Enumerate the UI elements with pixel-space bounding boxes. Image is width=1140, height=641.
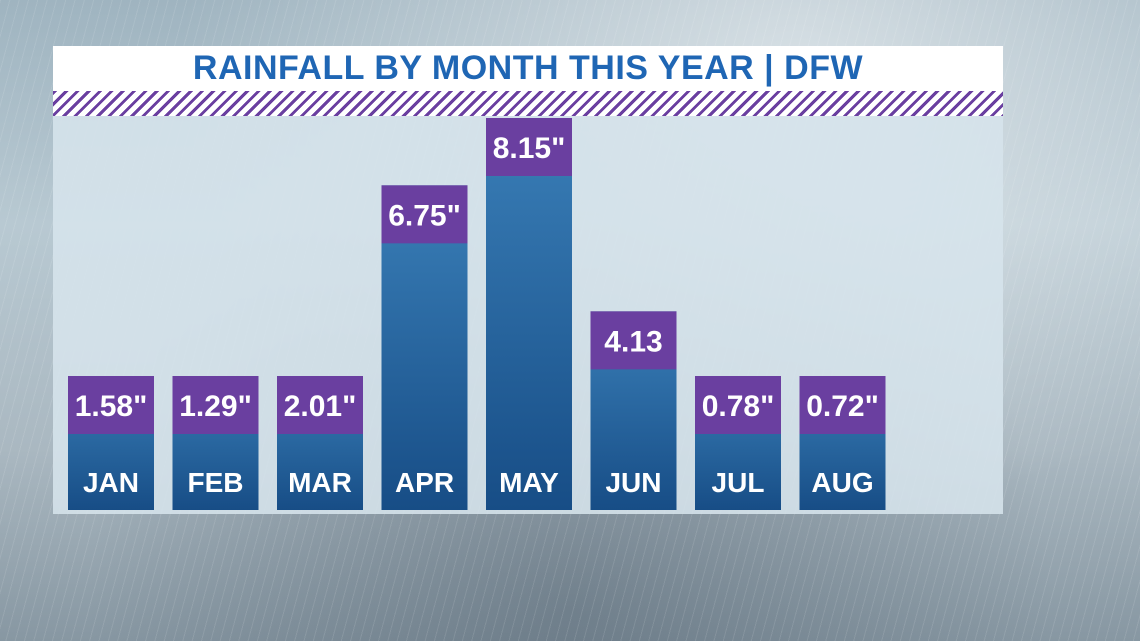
value-label-box bbox=[68, 376, 154, 434]
bar-chart: 1.58" JAN 1.29" FEB 2.01" MAR 6.75" APR 8.15" MAY… bbox=[68, 118, 886, 511]
data-label: 1.58" bbox=[75, 390, 148, 423]
data-label: 6.75" bbox=[388, 199, 461, 232]
value-label-box bbox=[695, 376, 781, 434]
value-label-box bbox=[381, 185, 468, 244]
value-label-box bbox=[277, 376, 363, 434]
category-label: MAY bbox=[499, 467, 559, 498]
category-label: JUL bbox=[712, 467, 765, 498]
category-label: APR bbox=[395, 467, 454, 498]
category-label: JUN bbox=[605, 467, 661, 498]
data-label: 2.01" bbox=[284, 390, 357, 423]
chart-panel: RAINFALL BY MONTH THIS YEAR | DFW 1.58" J… bbox=[53, 46, 1003, 514]
category-label: AUG bbox=[811, 467, 873, 498]
data-label: 8.15" bbox=[493, 132, 566, 165]
category-label: MAR bbox=[288, 467, 352, 498]
title-bar: RAINFALL BY MONTH THIS YEAR | DFW bbox=[53, 46, 1003, 91]
category-label: JAN bbox=[83, 467, 139, 498]
data-label: 0.72" bbox=[806, 390, 879, 423]
bar-may bbox=[486, 118, 572, 510]
category-label: FEB bbox=[188, 467, 244, 498]
chart-title: RAINFALL BY MONTH THIS YEAR | DFW bbox=[192, 49, 864, 87]
title-stripe-decoration bbox=[53, 91, 1003, 116]
data-label: 0.78" bbox=[702, 390, 775, 423]
value-label-box bbox=[590, 311, 677, 370]
data-label: 4.13 bbox=[604, 325, 662, 358]
value-label-box bbox=[799, 376, 886, 434]
value-label-box bbox=[172, 376, 259, 434]
data-label: 1.29" bbox=[179, 390, 252, 423]
value-label-box bbox=[486, 118, 572, 176]
